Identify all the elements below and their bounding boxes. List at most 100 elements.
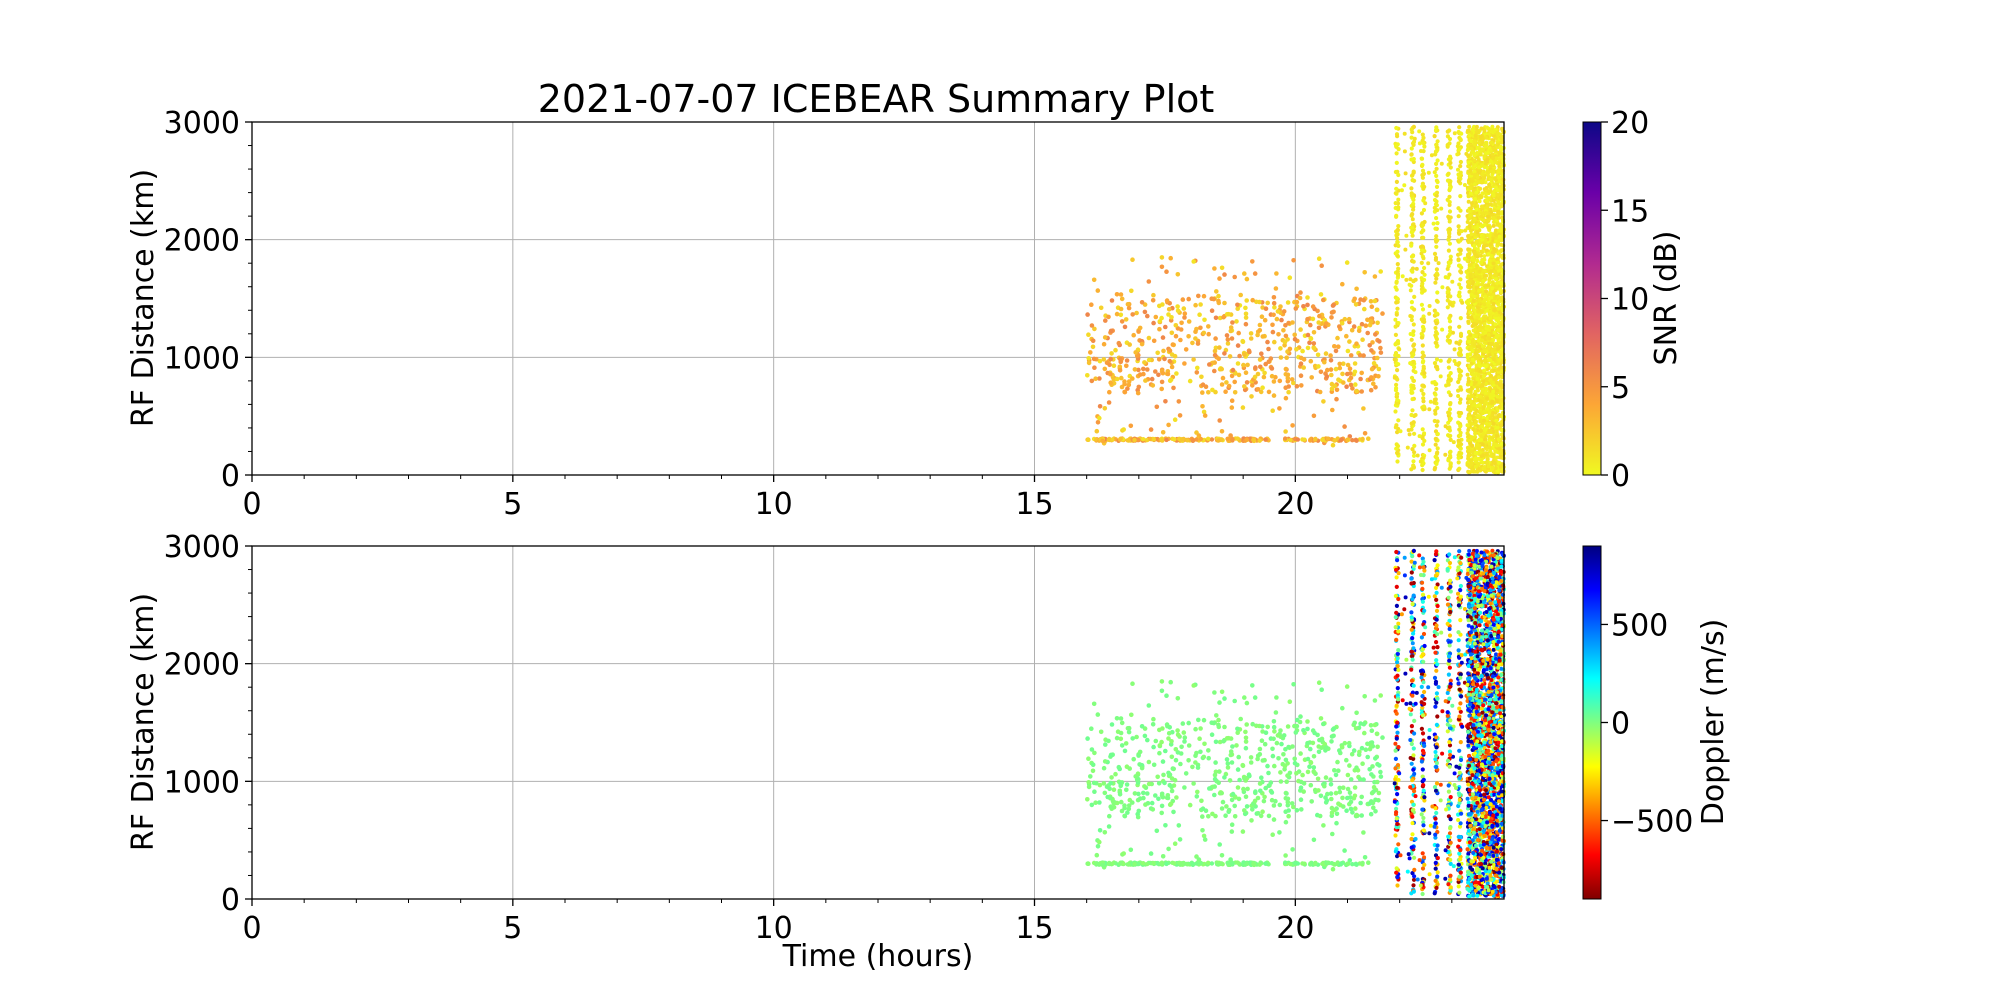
snr-data-point	[1434, 364, 1438, 369]
snr-data-point	[1108, 356, 1113, 362]
snr-data-point	[1477, 165, 1481, 170]
doppler-data-point	[1241, 786, 1246, 792]
snr-data-point	[1402, 149, 1407, 154]
snr-data-point	[1490, 413, 1495, 418]
snr-data-point	[1486, 196, 1491, 201]
snr-data-point	[1125, 386, 1130, 391]
snr-data-point	[1159, 379, 1165, 385]
snr-data-point	[1469, 206, 1473, 211]
snr-data-point	[1496, 251, 1501, 256]
snr-data-point	[1395, 306, 1400, 311]
snr-data-point	[1410, 447, 1415, 452]
doppler-data-point	[1212, 792, 1217, 798]
snr-data-point	[1409, 191, 1414, 196]
snr-data-point	[1197, 312, 1202, 318]
snr-data-point	[1474, 190, 1479, 195]
snr-data-point	[1440, 327, 1445, 332]
snr-data-point	[1132, 367, 1138, 372]
snr-data-point	[1446, 458, 1451, 463]
doppler-data-point	[1243, 745, 1249, 751]
snr-data-point	[1479, 384, 1484, 388]
snr-data-point	[1483, 294, 1488, 299]
snr-data-point	[1492, 147, 1497, 151]
doppler-data-point	[1321, 721, 1326, 727]
snr-data-point	[1394, 361, 1400, 366]
doppler-data-point	[1216, 717, 1221, 723]
snr-data-point	[1119, 296, 1125, 302]
snr-data-point	[1270, 322, 1275, 328]
snr-data-point	[1122, 381, 1127, 387]
snr-data-point	[1236, 372, 1242, 378]
snr-data-point	[1457, 450, 1462, 455]
doppler-data-point	[1151, 762, 1157, 768]
doppler-data-point	[1173, 757, 1179, 763]
snr-data-point	[1466, 319, 1471, 324]
snr-data-point	[1469, 315, 1474, 320]
snr-colorbar-tick-label: 20	[1611, 106, 1649, 141]
snr-data-point	[1219, 366, 1224, 372]
snr-data-point	[1435, 458, 1440, 463]
snr-data-point	[1477, 269, 1482, 274]
snr-data-point	[1497, 375, 1501, 380]
snr-data-point	[1172, 417, 1178, 423]
snr-data-point	[1466, 160, 1471, 165]
snr-data-point	[1394, 160, 1399, 165]
doppler-data-point	[1274, 695, 1279, 700]
doppler-data-point	[1223, 813, 1228, 818]
snr-data-point	[1489, 254, 1494, 258]
snr-data-point	[1289, 377, 1295, 382]
doppler-data-point	[1217, 700, 1222, 705]
snr-data-point	[1406, 428, 1411, 433]
snr-data-point	[1443, 452, 1448, 457]
snr-data-point	[1122, 389, 1128, 395]
snr-data-point	[1206, 331, 1211, 337]
snr-data-point	[1474, 285, 1479, 290]
snr-data-point	[1242, 387, 1248, 393]
doppler-data-point	[1130, 736, 1135, 741]
snr-data-point	[1445, 334, 1451, 339]
snr-data-point	[1318, 292, 1324, 297]
snr-data-point	[1235, 306, 1240, 312]
snr-data-point	[1278, 355, 1284, 360]
snr-data-point	[1468, 399, 1473, 404]
snr-colorbar-tick-label: 10	[1611, 283, 1649, 318]
snr-data-point	[1330, 407, 1335, 413]
snr-data-point	[1225, 341, 1231, 346]
snr-data-point	[1345, 362, 1351, 368]
snr-data-point	[1475, 129, 1480, 134]
doppler-data-point	[1225, 761, 1231, 766]
snr-data-point	[1200, 390, 1205, 395]
snr-data-point	[1393, 409, 1398, 414]
snr-data-point	[1485, 214, 1490, 219]
snr-data-point	[1456, 394, 1461, 398]
snr-data-point	[1466, 194, 1471, 199]
snr-data-point	[1283, 323, 1288, 328]
snr-data-point	[1428, 399, 1433, 404]
snr-data-point	[1479, 310, 1484, 315]
snr-data-point	[1409, 243, 1414, 248]
snr-data-point	[1089, 378, 1095, 384]
snr-data-point	[1458, 170, 1463, 175]
snr-data-point	[1178, 327, 1184, 332]
snr-data-point	[1429, 153, 1434, 158]
snr-data-point	[1457, 438, 1461, 443]
snr-data-point	[1394, 446, 1399, 451]
snr-data-point	[1360, 337, 1365, 343]
doppler-data-point	[1242, 808, 1247, 813]
snr-data-point	[1468, 441, 1473, 446]
doppler-data-point	[1286, 813, 1291, 819]
snr-data-point	[1089, 323, 1095, 328]
snr-data-point	[1482, 368, 1487, 373]
snr-data-point	[1434, 298, 1439, 303]
snr-data-point	[1173, 323, 1179, 328]
snr-data-point	[1420, 467, 1425, 473]
snr-data-point	[1433, 392, 1438, 397]
snr-data-point	[1162, 356, 1167, 362]
snr-data-point	[1395, 296, 1400, 301]
snr-data-point	[1150, 383, 1156, 388]
snr-data-point	[1339, 437, 1344, 442]
snr-data-point	[1477, 199, 1482, 204]
snr-data-point	[1228, 325, 1234, 330]
snr-data-point	[1420, 156, 1425, 161]
snr-data-point	[1349, 327, 1355, 333]
